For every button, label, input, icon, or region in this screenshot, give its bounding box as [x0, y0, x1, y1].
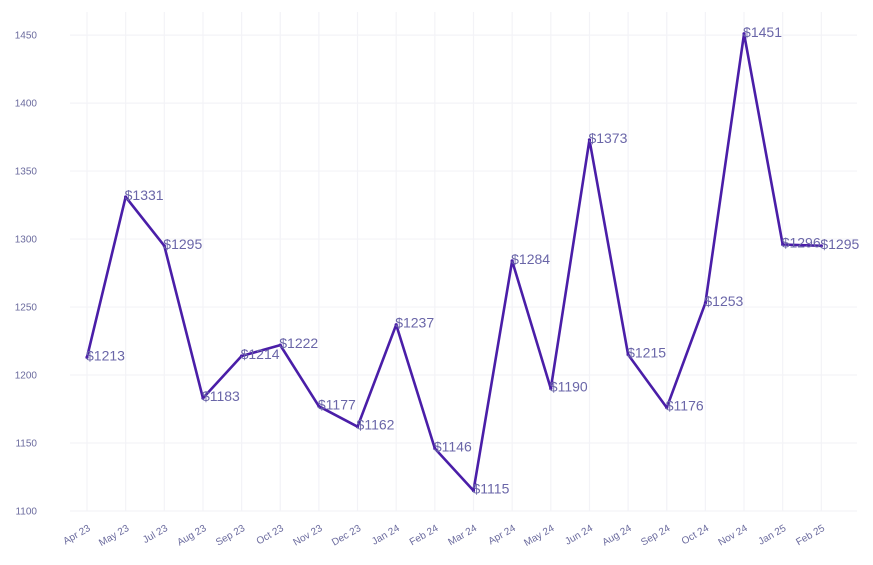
data-point [471, 489, 476, 493]
data-point [394, 323, 398, 327]
x-tick-label: May 24 [522, 523, 556, 549]
data-point [240, 354, 244, 358]
data-label: $1214 [241, 346, 280, 362]
y-tick-label: 1400 [15, 99, 38, 110]
y-tick-label: 1300 [15, 235, 38, 246]
data-point [433, 446, 437, 451]
data-label: $1190 [550, 379, 588, 395]
x-tick-label: Sep 23 [214, 523, 247, 549]
data-point [510, 259, 514, 263]
x-tick-label: Dec 23 [330, 523, 363, 549]
data-label: $1222 [279, 335, 318, 351]
data-point [201, 396, 205, 400]
data-label: $1295 [820, 236, 859, 252]
data-point [549, 387, 553, 391]
data-label: $1213 [86, 347, 125, 363]
y-axis-ticks: 1100 1150 1200 1250 1300 1350 1400 1450 [15, 31, 38, 518]
grid [70, 12, 857, 512]
x-tick-label: Jan 25 [757, 523, 789, 548]
data-label: $1177 [318, 396, 356, 412]
data-point [317, 404, 321, 408]
data-label: $1115 [473, 481, 510, 497]
data-point [85, 355, 89, 359]
y-tick-label: 1150 [15, 439, 37, 450]
data-label: $1183 [202, 388, 240, 404]
data-point [355, 425, 360, 429]
data-label: $1373 [588, 130, 627, 146]
data-label: $1331 [125, 187, 164, 203]
y-tick-label: 1200 [15, 371, 38, 382]
y-tick-label: 1350 [15, 167, 38, 178]
data-label: $1295 [163, 236, 202, 252]
x-tick-label: Feb 25 [794, 523, 827, 548]
data-point [124, 195, 128, 199]
x-tick-label: Apr 24 [487, 523, 518, 547]
data-label: $1237 [395, 315, 434, 331]
y-tick-label: 1250 [15, 303, 38, 314]
data-label: $1162 [357, 417, 395, 433]
data-point [742, 32, 746, 36]
x-tick-label: Oct 24 [680, 523, 711, 547]
x-tick-label: Jul 23 [141, 523, 170, 546]
data-point [819, 244, 823, 248]
data-point [703, 301, 708, 305]
x-tick-label: Nov 24 [717, 523, 750, 549]
x-tick-label: Oct 23 [255, 523, 286, 547]
data-point [162, 244, 166, 248]
x-axis-ticks: Apr 23 May 23 Jul 23 Aug 23 Sep 23 Oct 23 Nov … [61, 523, 827, 549]
data-label: $1284 [511, 251, 550, 267]
data-point [665, 406, 669, 410]
data-label: $1176 [666, 398, 704, 414]
x-tick-label: Jun 24 [563, 523, 595, 548]
data-label: $1253 [704, 293, 743, 309]
x-tick-label: Sep 24 [639, 523, 672, 549]
x-tick-label: Apr 23 [61, 523, 92, 547]
data-label: $1296 [782, 235, 821, 251]
data-labels: $1213 $1331 $1295 $1183 $1214$1222 $1177$1162… [86, 24, 859, 497]
x-tick-label: Aug 23 [175, 523, 208, 549]
x-tick-label: Aug 24 [601, 523, 634, 549]
data-label: $1215 [627, 345, 666, 361]
data-point [781, 242, 785, 247]
y-tick-label: 1450 [15, 31, 38, 42]
y-tick-label: 1100 [15, 507, 37, 518]
x-tick-label: May 23 [97, 523, 131, 549]
x-tick-label: Feb 24 [408, 523, 441, 548]
data-point [587, 138, 592, 142]
x-tick-label: Nov 23 [291, 523, 324, 549]
data-label: $1451 [743, 24, 782, 40]
series-line [85, 32, 823, 492]
series [85, 32, 823, 493]
data-point [278, 343, 282, 347]
data-label: $1146 [434, 438, 472, 454]
data-point [626, 353, 630, 357]
x-tick-label: Mar 24 [447, 523, 480, 548]
x-tick-label: Jan 24 [370, 523, 402, 548]
